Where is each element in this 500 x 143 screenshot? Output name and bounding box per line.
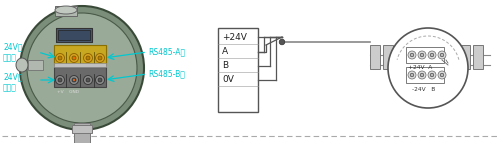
Text: RS485-B极: RS485-B极 bbox=[148, 69, 185, 79]
Circle shape bbox=[70, 76, 78, 85]
Circle shape bbox=[440, 53, 444, 57]
Circle shape bbox=[408, 51, 416, 59]
Circle shape bbox=[98, 78, 102, 82]
Bar bbox=[54, 63, 106, 67]
Circle shape bbox=[70, 53, 78, 62]
Circle shape bbox=[73, 79, 75, 81]
Circle shape bbox=[418, 71, 426, 79]
Text: +24V  A: +24V A bbox=[408, 65, 432, 70]
Bar bbox=[406, 47, 444, 63]
Circle shape bbox=[430, 73, 434, 77]
Circle shape bbox=[440, 73, 444, 77]
Circle shape bbox=[388, 28, 468, 108]
Text: 0V: 0V bbox=[222, 76, 234, 85]
Ellipse shape bbox=[16, 58, 28, 72]
Circle shape bbox=[428, 71, 436, 79]
Circle shape bbox=[84, 53, 92, 62]
Bar bbox=[54, 45, 106, 65]
Bar bbox=[370, 45, 380, 69]
Circle shape bbox=[408, 71, 416, 79]
Circle shape bbox=[438, 71, 446, 79]
Text: A: A bbox=[222, 47, 228, 56]
Circle shape bbox=[27, 13, 137, 123]
Bar bbox=[473, 45, 483, 69]
Circle shape bbox=[86, 78, 90, 82]
Circle shape bbox=[420, 73, 424, 77]
Circle shape bbox=[56, 76, 64, 85]
Circle shape bbox=[410, 73, 414, 77]
Bar bbox=[72, 125, 92, 133]
Circle shape bbox=[96, 53, 104, 62]
Circle shape bbox=[430, 53, 434, 57]
Circle shape bbox=[98, 56, 102, 60]
Circle shape bbox=[73, 57, 75, 59]
Bar bbox=[58, 30, 90, 40]
Bar bbox=[55, 6, 77, 16]
Text: 24V电
源正极: 24V电 源正极 bbox=[3, 42, 22, 62]
Text: 24V电
源负极: 24V电 源负极 bbox=[3, 72, 22, 92]
Bar bbox=[28, 60, 43, 70]
Circle shape bbox=[279, 39, 285, 45]
Circle shape bbox=[438, 51, 446, 59]
Bar bbox=[54, 67, 106, 87]
Circle shape bbox=[72, 78, 76, 82]
Circle shape bbox=[86, 56, 90, 60]
Bar bbox=[56, 28, 92, 42]
Circle shape bbox=[96, 76, 104, 85]
Text: +V    GND: +V GND bbox=[57, 90, 79, 94]
Circle shape bbox=[58, 56, 62, 60]
Circle shape bbox=[72, 56, 76, 60]
Text: B: B bbox=[222, 61, 228, 70]
Circle shape bbox=[84, 76, 92, 85]
Text: -24V   B: -24V B bbox=[412, 87, 435, 92]
Bar bbox=[406, 67, 444, 83]
Circle shape bbox=[420, 53, 424, 57]
Ellipse shape bbox=[55, 6, 77, 14]
Circle shape bbox=[56, 53, 64, 62]
Circle shape bbox=[410, 53, 414, 57]
Circle shape bbox=[20, 6, 144, 130]
Circle shape bbox=[58, 78, 62, 82]
Bar bbox=[383, 45, 393, 69]
Bar bbox=[218, 28, 258, 112]
Circle shape bbox=[418, 51, 426, 59]
Circle shape bbox=[428, 51, 436, 59]
Bar bbox=[460, 45, 470, 69]
Bar bbox=[74, 123, 90, 143]
Text: RS485-A极: RS485-A极 bbox=[148, 47, 185, 56]
Text: +24V: +24V bbox=[222, 32, 247, 41]
